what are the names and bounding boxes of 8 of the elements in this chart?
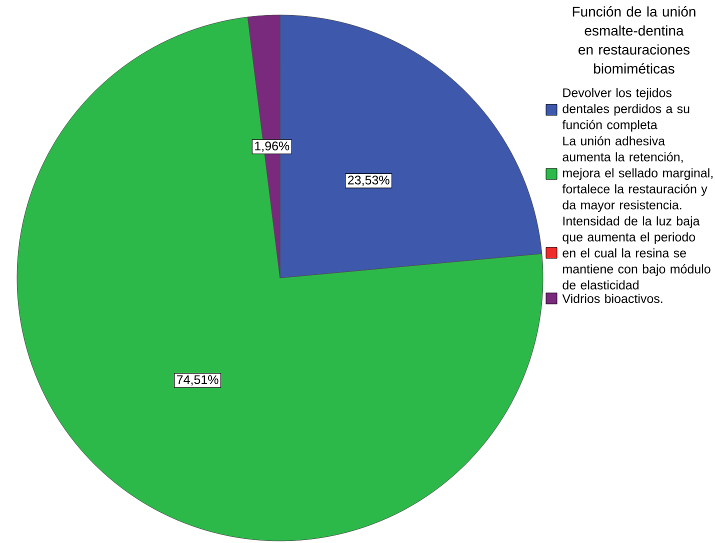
data-label: 74,51% bbox=[177, 375, 218, 386]
data-label: 23,53% bbox=[348, 176, 390, 186]
data-label: 1,96% bbox=[255, 142, 290, 152]
legend-label: Vidrios bioactivos. bbox=[562, 294, 662, 304]
legend-label: La unión adhesiva aumenta la retención, mejora el sellado marginal, fortalece la restauración y da mayor resistencia. bbox=[562, 136, 712, 212]
legend-title: Función de la unión esmalte-dentina en restauraciones biomiméticas bbox=[572, 6, 696, 74]
legend-label: Intensidad de la luz baja que aumenta el periodo en el cual la resina se mantiene con bajo módulo de elasticidad bbox=[562, 216, 710, 290]
legend-label: Devolver los tejidos dentales perdidos a su función completa bbox=[562, 88, 690, 132]
